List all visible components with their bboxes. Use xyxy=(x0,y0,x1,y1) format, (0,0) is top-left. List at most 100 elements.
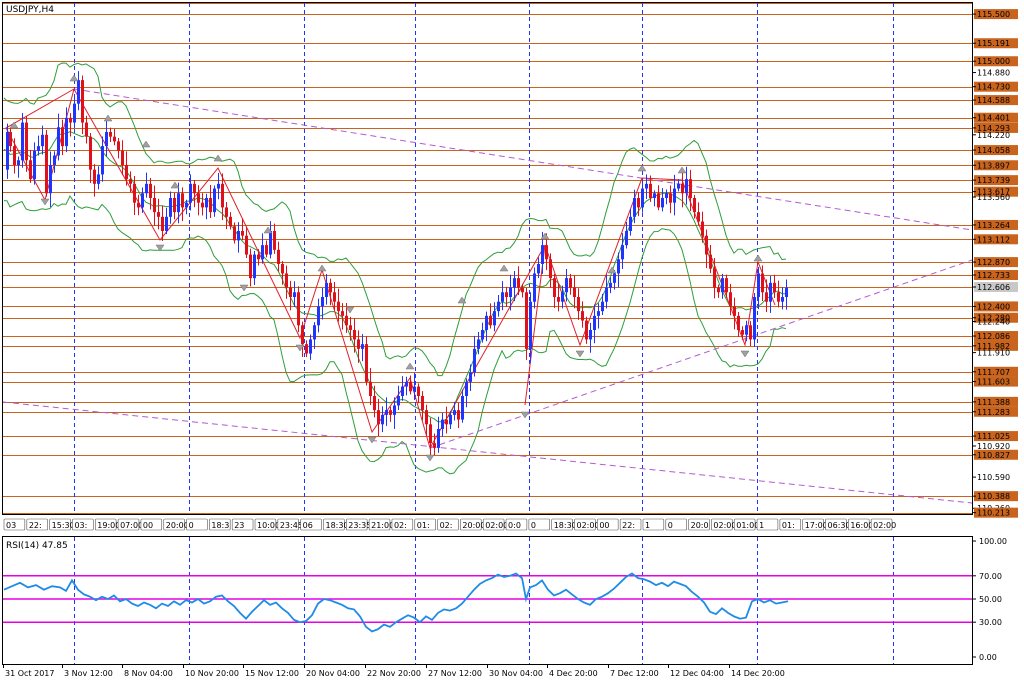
fractal-markers xyxy=(9,74,763,462)
candle-body xyxy=(393,405,396,415)
candle-body xyxy=(449,414,452,425)
price-label: 113.739 xyxy=(977,176,1010,185)
session-label: 01: xyxy=(782,521,795,530)
candle-body xyxy=(621,245,624,260)
candle-body xyxy=(9,131,12,147)
session-tag xyxy=(94,518,117,531)
candle-body xyxy=(453,410,456,415)
candle-body xyxy=(45,134,48,194)
session-label: 1 xyxy=(645,521,650,530)
session-tag xyxy=(209,518,231,531)
level-tag xyxy=(974,491,1018,502)
candle-body xyxy=(725,278,728,293)
time-label: 20 Nov 04:00 xyxy=(306,669,360,678)
session-tag xyxy=(49,518,71,531)
candle-body xyxy=(617,259,620,274)
session-tag xyxy=(26,518,48,531)
session-tag xyxy=(437,518,459,531)
session-label: 21:00 xyxy=(371,521,394,530)
price-label: 114.730 xyxy=(977,83,1010,92)
session-label: 17:00 xyxy=(805,521,828,530)
session-label: 19:00 xyxy=(97,521,120,530)
main-chart-frame xyxy=(2,2,973,515)
candle-body xyxy=(581,311,584,321)
level-tag xyxy=(974,95,1018,106)
candle-body xyxy=(185,202,188,208)
price-label: 113.617 xyxy=(977,188,1010,197)
candle-body xyxy=(689,179,692,198)
candle-body xyxy=(269,230,272,255)
candle-body xyxy=(549,259,552,279)
session-label: 0 xyxy=(531,521,536,530)
session-label: 1 xyxy=(759,521,764,530)
candle-body xyxy=(733,306,736,316)
price-label: 112.870 xyxy=(977,258,1010,267)
candle-body xyxy=(561,292,564,302)
price-label: 113.897 xyxy=(977,161,1010,170)
session-label: 06:30 xyxy=(828,521,851,530)
candle-body xyxy=(213,188,216,213)
candle-body xyxy=(441,419,444,430)
candle-body xyxy=(665,193,668,198)
time-label: 31 Oct 2017 xyxy=(5,669,54,678)
level-tag xyxy=(974,396,1018,407)
level-tag xyxy=(974,366,1018,377)
candle-body xyxy=(133,183,136,203)
current-price-tag xyxy=(974,282,1018,292)
candle-body xyxy=(533,273,536,302)
candle-body xyxy=(145,183,148,194)
candle-body xyxy=(237,230,240,241)
level-tag xyxy=(974,112,1018,123)
candle-body xyxy=(65,117,68,147)
candle-body xyxy=(6,131,9,170)
candle-body xyxy=(741,330,744,335)
lower-trend-line xyxy=(2,401,973,504)
candle-body xyxy=(317,306,320,326)
session-tag xyxy=(186,518,208,531)
candle-body xyxy=(537,263,540,274)
candle-body xyxy=(485,315,488,331)
session-tag xyxy=(848,518,870,531)
time-label: 15 Nov 12:00 xyxy=(245,669,299,678)
candle-body xyxy=(577,296,580,312)
bollinger-lower xyxy=(3,194,787,475)
session-tag xyxy=(574,518,596,531)
candle-body xyxy=(353,330,356,340)
session-tag xyxy=(551,518,573,531)
session-label: 07:00 xyxy=(120,521,143,530)
session-tag xyxy=(825,518,847,531)
candle-body xyxy=(205,197,208,208)
level-tag xyxy=(974,301,1018,312)
fractal-down-marker xyxy=(425,454,435,462)
candle-body xyxy=(165,216,168,231)
candle-body xyxy=(657,193,660,208)
rsi-axis-label: 30.00 xyxy=(979,618,1002,627)
candle-body xyxy=(293,292,296,297)
zigzag-line xyxy=(5,88,776,450)
fractal-down-marker xyxy=(520,411,530,419)
candle-body xyxy=(229,216,232,227)
session-tag xyxy=(711,518,733,531)
session-tag xyxy=(665,518,687,531)
candle-body xyxy=(601,301,604,312)
candle-body xyxy=(713,268,716,288)
rsi-title: RSI(14) 47.85 xyxy=(6,541,68,551)
candle-body xyxy=(333,292,336,302)
candle-body xyxy=(637,197,640,208)
fractal-up-marker xyxy=(405,362,415,370)
candle-body xyxy=(85,122,88,137)
fractal-up-marker xyxy=(540,232,550,240)
fractal-up-marker xyxy=(263,226,273,234)
candle-body xyxy=(749,325,752,340)
session-label: 15:30 xyxy=(52,521,75,530)
candle-body xyxy=(149,183,152,198)
candle-body xyxy=(193,183,196,194)
price-label: 115.191 xyxy=(977,39,1010,48)
candle-body xyxy=(609,282,612,288)
candle-body xyxy=(321,296,324,307)
session-label: 02:00 xyxy=(713,521,736,530)
candle-body xyxy=(97,174,100,184)
session-label: 01:00 xyxy=(736,521,759,530)
candle-body xyxy=(737,315,740,331)
candle-body xyxy=(249,254,252,279)
